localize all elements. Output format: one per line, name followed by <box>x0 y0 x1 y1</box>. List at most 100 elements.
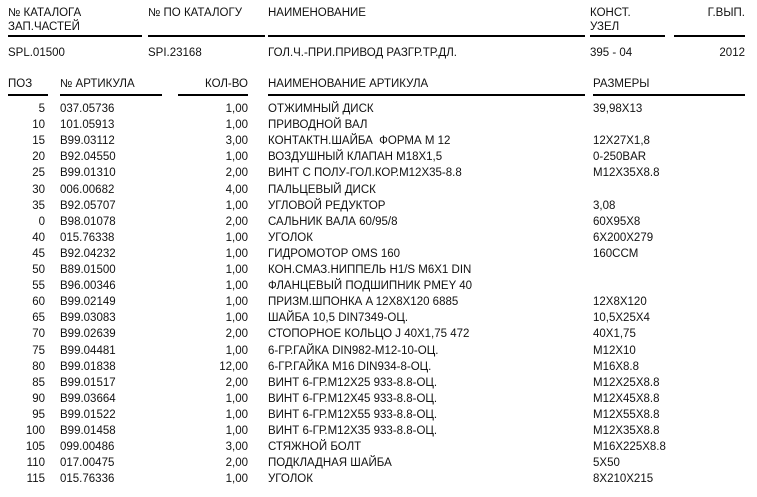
row-size: M12X45X8.8 <box>593 392 660 405</box>
column-gap <box>585 407 593 423</box>
row-pos: 100 <box>25 424 45 437</box>
row-pos: 80 <box>32 360 45 373</box>
column-gap <box>585 471 593 487</box>
table-row: 90 B99.03664 1,00 ВИНТ 6-ГР.М12X45 933-8… <box>8 391 745 407</box>
row-qty: 1,00 <box>225 473 248 486</box>
column-gap <box>248 133 268 149</box>
column-gap <box>48 76 60 96</box>
table-row: 55 B96.00346 1,00 ФЛАНЦЕВЫЙ ПОДШИПНИК PM… <box>8 278 745 294</box>
row-name: САЛЬНИК ВАЛА 60/95/8 <box>268 215 398 228</box>
row-qty: 1,00 <box>225 119 248 132</box>
table-row: 20 B92.04550 1,00 ВОЗДУШНЫЙ КЛАПАН М18X1… <box>8 149 745 165</box>
column-gap <box>585 455 593 471</box>
column-gap <box>48 423 60 439</box>
row-qty: 1,00 <box>225 408 248 421</box>
row-pos: 60 <box>32 296 45 309</box>
row-article: B99.02149 <box>60 296 116 309</box>
row-name: КОНТАКТН.ШАЙБА ФОРМА М 12 <box>268 135 451 148</box>
column-gap <box>585 343 593 359</box>
row-qty: 12,00 <box>219 360 248 373</box>
column-gap <box>248 423 268 439</box>
row-qty: 1,00 <box>225 280 248 293</box>
column-gap <box>248 149 268 165</box>
row-size: 0-250BAR <box>593 151 647 164</box>
row-size <box>593 278 745 294</box>
row-name: ВИНТ 6-ГР.М12X35 933-8.8-ОЦ. <box>268 424 438 437</box>
column-gap <box>48 214 60 230</box>
table-row: 15 B99.03112 3,00 КОНТАКТН.ШАЙБА ФОРМА М… <box>8 133 745 149</box>
col-header-pos: ПОЗ <box>8 76 48 97</box>
column-gap <box>585 294 593 310</box>
table-row: 95 B99.01522 1,00 ВИНТ 6-ГР.М12X55 933-8… <box>8 407 745 423</box>
row-qty: 1,00 <box>225 344 248 357</box>
table-row: 45 B92.04232 1,00 ГИДРОМОТОР OMS 160 160… <box>8 246 745 262</box>
column-gap <box>248 359 268 375</box>
column-gap <box>162 214 178 230</box>
column-gap <box>248 117 268 133</box>
table-row: 0 B98.01078 2,00 САЛЬНИК ВАЛА 60/95/8 60… <box>8 214 745 230</box>
column-gap <box>248 407 268 423</box>
table-row: 10 101.05913 1,00 ПРИВОДНОЙ ВАЛ <box>8 117 745 133</box>
row-size: 12X8X120 <box>593 296 647 309</box>
row-article: 101.05913 <box>60 119 115 132</box>
row-pos: 30 <box>32 183 45 196</box>
row-article: B99.01458 <box>60 424 116 437</box>
row-pos: 55 <box>32 280 45 293</box>
row-size: 6X200X279 <box>593 231 654 244</box>
column-gap <box>162 117 178 133</box>
column-gap <box>48 262 60 278</box>
column-gap <box>248 262 268 278</box>
row-pos: 20 <box>32 151 45 164</box>
row-qty: 2,00 <box>225 215 248 228</box>
table-row: 70 B99.02639 2,00 СТОПОРНОЕ КОЛЬЦО J 40X… <box>8 326 745 342</box>
table-row: 110 017.00475 2,00 ПОДКЛАДНАЯ ШАЙБА 5X50 <box>8 455 745 471</box>
row-qty: 2,00 <box>225 457 248 470</box>
column-gap <box>585 101 593 117</box>
column-gap <box>248 101 268 117</box>
row-name: СТОПОРНОЕ КОЛЬЦО J 40X1,75 472 <box>268 328 470 341</box>
row-size: M16X8.8 <box>593 360 640 373</box>
row-name: 6-ГР.ГАЙКА М16 DIN934-8-ОЦ. <box>268 360 432 373</box>
table-row: 30 006.00682 4,00 ПАЛЬЦЕВЫЙ ДИСК <box>8 182 745 198</box>
table-row: 75 B99.04481 1,00 6-ГР.ГАЙКА DIN982-M12-… <box>8 343 745 359</box>
column-gap <box>248 455 268 471</box>
column-gap <box>585 214 593 230</box>
table-row: 85 B99.01517 2,00 ВИНТ 6-ГР.М12X25 933-8… <box>8 375 745 391</box>
row-name: ПРИЗМ.ШПОНКА A 12X8X120 6885 <box>268 296 459 309</box>
column-gap <box>585 310 593 326</box>
table-row: 65 B99.03083 1,00 ШАЙБА 10,5 DIN7349-ОЦ.… <box>8 310 745 326</box>
column-gap <box>162 76 178 96</box>
column-gap <box>48 278 60 294</box>
row-qty: 3,00 <box>225 441 248 454</box>
col-header-article: № АРТИКУЛА <box>60 76 162 97</box>
row-size: 5X50 <box>593 457 620 470</box>
row-pos: 115 <box>26 473 45 486</box>
column-gap <box>162 149 178 165</box>
catalog-header: № КАТАЛОГА ЗАП.ЧАСТЕЙ SPL.01500 № ПО КАТ… <box>8 7 745 59</box>
row-pos: 40 <box>32 231 45 244</box>
row-name: ВИНТ 6-ГР.М12X45 933-8.8-ОЦ. <box>268 392 438 405</box>
column-gap <box>162 343 178 359</box>
row-size <box>593 117 745 133</box>
column-gap <box>48 391 60 407</box>
row-qty: 1,00 <box>225 199 248 212</box>
year-label: Г.ВЫП. <box>674 7 745 37</box>
column-gap <box>162 423 178 439</box>
row-size: M12X25X8.8 <box>593 376 660 389</box>
row-size: 12X27X1,8 <box>593 135 650 148</box>
row-qty: 4,00 <box>225 183 248 196</box>
row-size: 60X95X8 <box>593 215 641 228</box>
column-gap <box>48 165 60 181</box>
column-gap <box>48 133 60 149</box>
column-gap <box>48 246 60 262</box>
row-qty: 1,00 <box>225 392 248 405</box>
column-gap <box>162 133 178 149</box>
column-gap <box>162 278 178 294</box>
column-gap <box>48 198 60 214</box>
table-row: 60 B99.02149 1,00 ПРИЗМ.ШПОНКА A 12X8X12… <box>8 294 745 310</box>
row-name: ФЛАНЦЕВЫЙ ПОДШИПНИК PMEY 40 <box>268 280 473 293</box>
column-gap <box>48 343 60 359</box>
row-size: M12X55X8.8 <box>593 408 660 421</box>
row-size: 3,08 <box>593 199 616 212</box>
row-article: B99.01310 <box>60 167 116 180</box>
